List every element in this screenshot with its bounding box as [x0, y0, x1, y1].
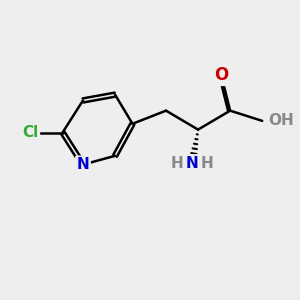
- Text: N: N: [186, 156, 199, 171]
- Text: N: N: [76, 157, 89, 172]
- Text: O: O: [214, 66, 229, 84]
- Text: H: H: [201, 156, 214, 171]
- Text: Cl: Cl: [22, 125, 39, 140]
- Text: H: H: [171, 156, 184, 171]
- Text: OH: OH: [268, 113, 294, 128]
